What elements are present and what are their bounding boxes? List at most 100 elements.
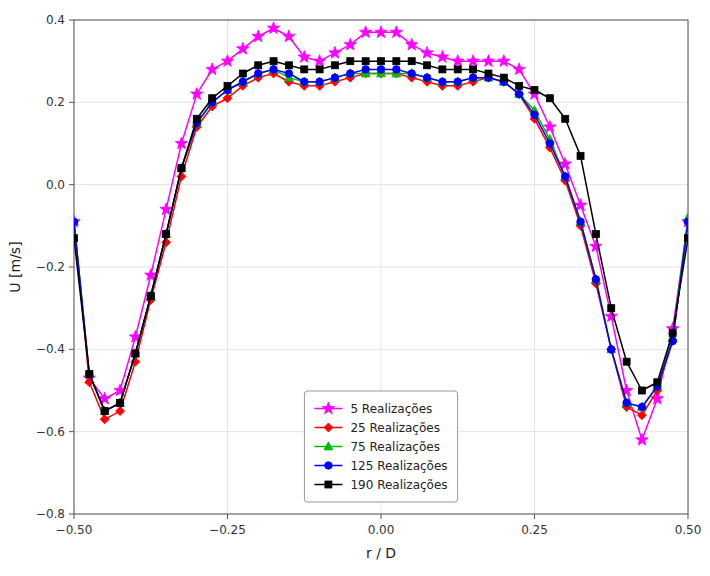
grid-line-y [74,102,688,103]
grid [74,20,688,514]
data-point [86,370,94,378]
data-point [254,69,263,77]
legend-item: 5 Realizações [314,402,432,416]
data-point [439,78,447,86]
data-point [74,217,79,226]
data-point [146,291,155,299]
data-point [636,433,648,445]
data-point [300,78,308,86]
data-point [577,152,584,159]
series-line [74,61,688,411]
data-point [685,235,689,242]
data-point [378,58,385,65]
series [74,66,688,415]
data-point [344,38,356,50]
data-point [592,231,599,238]
data-point [147,292,155,300]
data-point [500,74,507,81]
data-point [285,62,292,69]
y-tick-label: 0.4 [46,13,65,27]
data-point [270,58,277,65]
data-point [162,229,171,237]
axes: −0.50−0.250.000.250.50−0.8−0.6−0.4−0.20.… [36,13,702,537]
data-point [74,217,78,225]
plot-frame [74,20,688,514]
data-point [377,66,385,74]
data-point [177,163,186,171]
x-axis-label: r / D [366,545,396,561]
series-group [74,22,688,445]
y-tick-label: −0.6 [36,425,65,439]
x-tick [74,514,75,519]
data-point [516,82,523,89]
legend-item: 75 Realizações [314,440,440,454]
data-point [359,26,371,38]
y-tick-label: −0.8 [36,507,65,521]
data-point [561,173,569,181]
data-point [132,350,140,358]
data-point [482,55,494,67]
data-point [285,70,293,78]
data-point [423,74,431,82]
data-point [623,358,630,365]
data-point [86,371,93,378]
y-tick [69,20,74,21]
x-tick-label: 0.25 [521,523,548,537]
data-point [221,55,233,67]
data-point [470,66,477,73]
data-point [513,63,525,75]
x-tick [227,514,228,519]
x-tick [381,514,382,519]
data-point [298,51,310,63]
y-tick [69,514,74,515]
series-line [74,69,688,411]
data-point [116,407,125,416]
data-point [117,399,124,406]
data-point [453,77,462,85]
data-point [608,305,615,312]
series [74,22,688,445]
grid-line-y [74,184,688,185]
legend-item: 190 Realizações [314,478,447,492]
data-point [346,69,355,77]
y-tick [69,184,74,185]
series [74,69,688,424]
x-tick [688,514,689,519]
data-point [684,217,689,226]
data-point [362,66,370,74]
data-point [329,46,341,58]
data-point [252,30,264,42]
data-point [622,398,631,406]
x-tick-label: −0.50 [56,523,93,537]
legend-marker [325,462,333,470]
data-point [406,38,418,50]
data-point [469,73,478,81]
data-point [224,82,231,89]
y-tick-label: −0.4 [36,342,65,356]
data-point [531,86,538,93]
data-point [254,70,262,78]
data-point [316,78,324,86]
data-point [100,406,109,414]
data-point [439,66,446,73]
data-point [347,58,354,65]
series-line [74,69,688,411]
data-point [498,55,510,67]
y-tick [69,102,74,103]
legend-label: 75 Realizações [350,440,440,454]
data-point [178,165,185,172]
data-point [546,95,553,102]
data-point [407,69,416,77]
data-point [469,74,477,82]
data-point [607,345,616,353]
data-point [315,77,324,85]
data-point [592,276,600,284]
legend-marker [324,442,333,450]
data-point [393,58,400,65]
data-point [515,90,523,98]
data-point [390,26,402,38]
data-point [74,218,78,226]
plot-area [74,20,688,514]
series [74,58,688,415]
data-point [313,55,325,67]
